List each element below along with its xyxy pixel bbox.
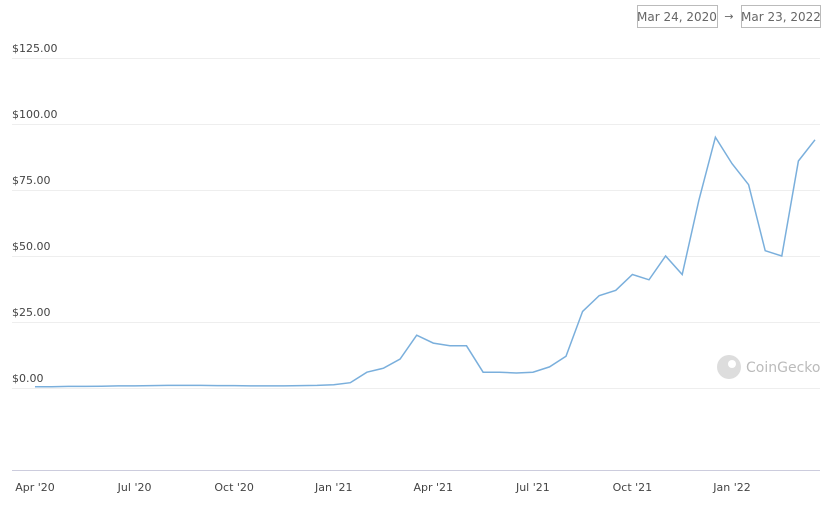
- y-tick-label: $25.00: [12, 306, 51, 319]
- x-tick-label: Jan '22: [712, 481, 750, 494]
- price-line: [35, 135, 816, 388]
- x-tick-label: Apr '21: [414, 481, 454, 494]
- watermark: CoinGecko: [746, 360, 820, 376]
- watermark-logo-eye: [728, 360, 736, 368]
- x-tick-label: Apr '20: [15, 481, 55, 494]
- y-tick-label: $100.00: [12, 108, 58, 121]
- x-tick-label: Jul '21: [515, 481, 550, 494]
- date-separator: →: [724, 10, 733, 23]
- date-from-box[interactable]: [637, 5, 718, 28]
- y-tick-label: $125.00: [12, 42, 58, 55]
- date-to-box[interactable]: [741, 5, 821, 28]
- date-to[interactable]: Mar 23, 2022: [741, 10, 821, 24]
- x-tick-label: Oct '20: [214, 481, 254, 494]
- date-from[interactable]: Mar 24, 2020: [637, 10, 717, 24]
- x-tick-label: Oct '21: [613, 481, 653, 494]
- watermark-logo: [717, 355, 741, 379]
- x-tick-label: Jul '20: [117, 481, 152, 494]
- y-tick-label: $75.00: [12, 174, 51, 187]
- y-tick-label: $50.00: [12, 240, 51, 253]
- y-tick-label: $0.00: [12, 372, 44, 385]
- x-tick-label: Jan '21: [314, 481, 352, 494]
